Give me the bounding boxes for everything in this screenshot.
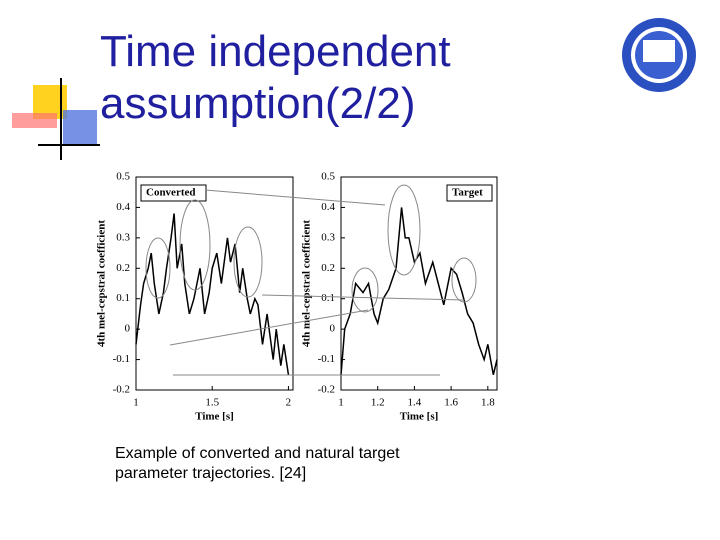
y-tick-label: 0.1 [321,292,335,304]
y-axis-label: 4th mel-cepstral coefficient [301,220,313,347]
figure-panel [108,163,500,425]
y-tick-label: 0.2 [116,262,130,274]
y-tick-label: 0.5 [321,171,335,183]
connector [204,189,386,206]
slide-title: Time independent assumption(2/2) [100,27,451,128]
annotation-box [446,184,493,202]
series-line [340,207,498,375]
y-tick-label: -0.2 [113,384,130,396]
x-axis-label: Time [s] [195,411,234,423]
y-tick-label: 0 [125,323,131,335]
connector [169,309,369,346]
connector [261,294,465,301]
y-tick-label: -0.1 [113,353,130,365]
y-tick-label: 0.4 [321,201,335,213]
x-tick-label: 1.8 [481,397,495,409]
deco-square [63,110,97,144]
annotation: Converted [146,187,196,199]
highlight-ellipse [351,267,379,313]
y-tick-label: -0.1 [318,353,335,365]
y-tick-label: 0.3 [321,231,335,243]
annotation: Target [452,187,483,199]
x-axis-label: Time [s] [400,411,439,423]
deco-bar [12,113,57,128]
highlight-ellipse [451,257,477,303]
y-tick-label: 0.4 [116,201,130,213]
y-tick-label: 0.2 [321,262,335,274]
y-tick-label: -0.2 [318,384,335,396]
highlight-ellipse [145,237,171,299]
y-tick-label: 0.3 [116,231,130,243]
x-tick-label: 1.2 [371,397,385,409]
annotation-box [140,184,207,202]
x-tick-label: 2 [286,397,292,409]
y-tick-label: 0.1 [116,292,130,304]
x-tick-label: 1 [133,397,139,409]
x-tick-label: 1.5 [205,397,219,409]
y-tick-label: 0 [330,323,336,335]
highlight-ellipse [233,226,263,298]
x-tick-label: 1 [338,397,344,409]
plot-frame [340,176,498,391]
highlight-ellipse [179,199,211,291]
logo [622,18,696,92]
highlight-ellipse [387,184,421,276]
series-line [135,213,290,375]
y-tick-label: 0.5 [116,171,130,183]
x-tick-label: 1.4 [408,397,422,409]
x-tick-label: 1.6 [444,397,458,409]
caption: Example of converted and natural target … [115,445,400,482]
y-axis-label: 4th mel-cepstral coefficient [96,220,108,347]
plot-frame [135,176,294,391]
